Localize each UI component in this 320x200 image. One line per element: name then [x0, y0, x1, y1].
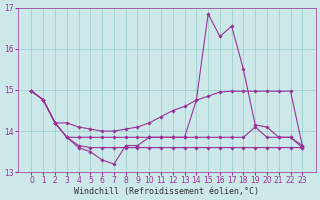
X-axis label: Windchill (Refroidissement éolien,°C): Windchill (Refroidissement éolien,°C): [74, 187, 260, 196]
